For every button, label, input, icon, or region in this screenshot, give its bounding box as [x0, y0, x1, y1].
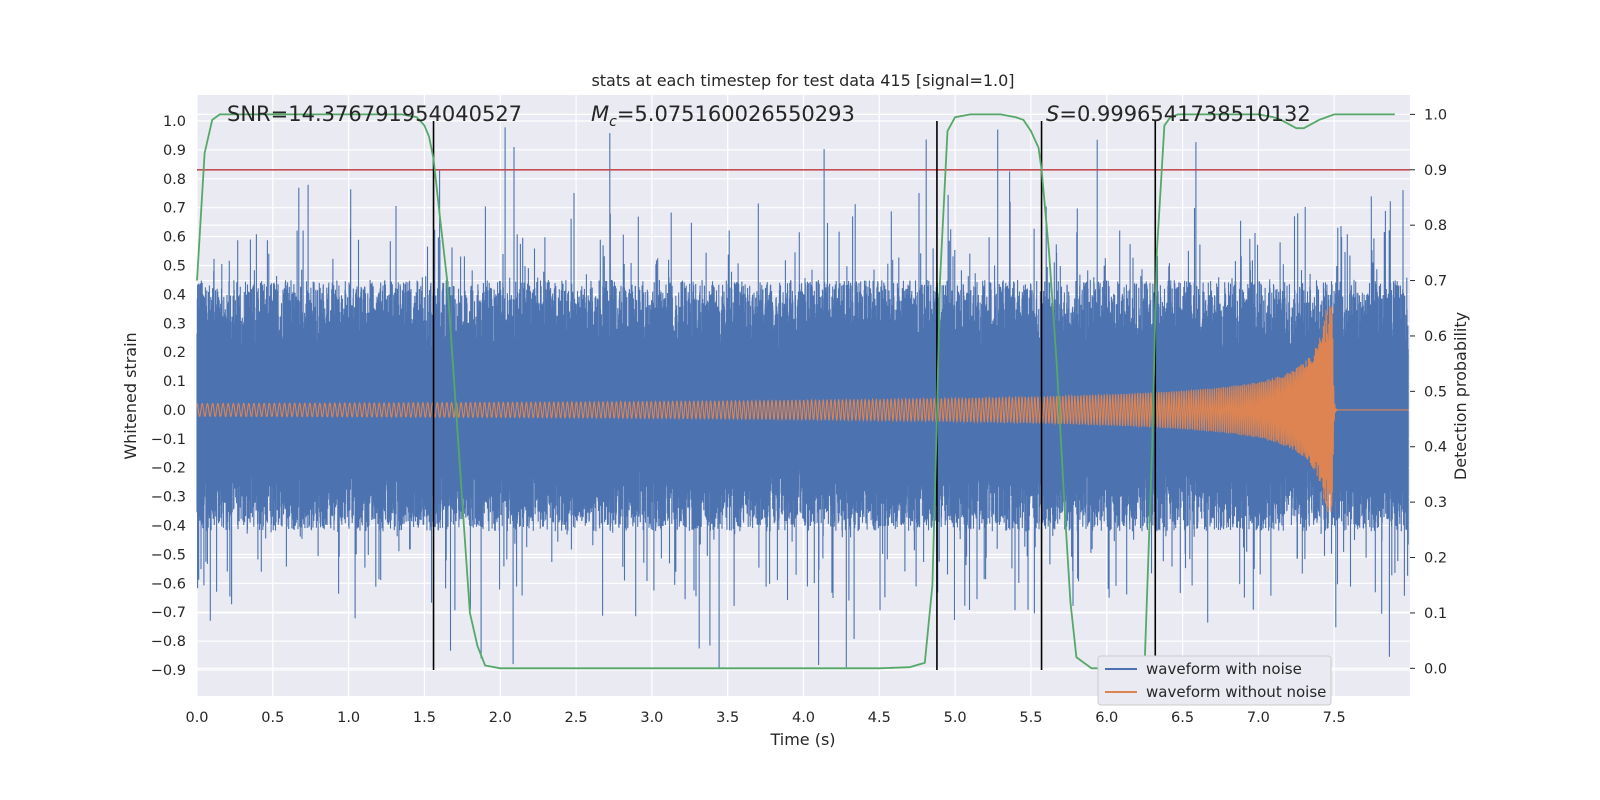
y-left-tick-label: −0.6: [151, 576, 186, 592]
y-left-tick-label: −0.2: [151, 461, 186, 477]
y-left-tick-label: 1.0: [163, 114, 186, 130]
legend: waveform with noise waveform without noi…: [1097, 655, 1332, 706]
legend-label-noise: waveform with noise: [1146, 660, 1302, 678]
y-left-tick-label: −0.4: [151, 519, 186, 535]
chirp-mass-symbol: M: [591, 102, 609, 126]
axis-ticks: 0.0 0.5 1.0 1.5 2.0 2.5 3.0 3.5 4.0 4.5 5.0 5.5 6.0 6…: [151, 107, 1447, 726]
y-left-tick-label: 0.3: [163, 316, 186, 332]
y-left-tick-label: −0.3: [151, 490, 186, 506]
detection-probability-series: [196, 113, 1395, 670]
legend-label-clean: waveform without noise: [1146, 683, 1326, 701]
x-tick-label: 1.5: [413, 710, 436, 726]
x-tick-label: 2.5: [565, 710, 588, 726]
x-tick-label: 7.0: [1247, 710, 1270, 726]
y-left-tick-label: −0.8: [151, 634, 186, 650]
chart-title: stats at each timestep for test data 415…: [591, 71, 1014, 90]
y-right-tick-label: 0.1: [1424, 606, 1447, 622]
y-right-tick-label: 0.2: [1424, 551, 1447, 567]
detection-probability-line: [196, 113, 1395, 670]
snr-annotation: SNR=14.376791954040527: [227, 102, 522, 126]
chirp-mass-value: =5.075160026550293: [617, 102, 855, 126]
x-tick-label: 3.0: [640, 710, 663, 726]
x-tick-label: 2.0: [489, 710, 512, 726]
y-left-tick-label: 0.1: [163, 374, 186, 390]
x-tick-label: 3.5: [716, 710, 739, 726]
clean-waveform-series: [196, 305, 1409, 513]
x-tick-label: 5.0: [944, 710, 967, 726]
y-right-tick-label: 1.0: [1424, 107, 1447, 123]
score-value: =0.9996541738510132: [1059, 102, 1310, 126]
x-tick-label: 6.0: [1095, 710, 1118, 726]
clean-waveform-line: [196, 305, 1409, 513]
y-right-tick-label: 0.6: [1424, 329, 1447, 345]
x-tick-label: 4.0: [792, 710, 815, 726]
y-right-tick-label: 0.0: [1424, 661, 1447, 677]
y-left-tick-label: 0.2: [163, 345, 186, 361]
y-left-tick-label: 0.9: [163, 143, 186, 159]
chirp-mass-annotation: Mc=5.075160026550293: [591, 102, 855, 130]
y-left-tick-label: 0.6: [163, 230, 186, 246]
x-tick-label: 5.5: [1019, 710, 1042, 726]
y-right-tick-label: 0.8: [1424, 218, 1447, 234]
score-annotation: S=0.9996541738510132: [1046, 102, 1311, 126]
y-left-tick-label: 0.5: [163, 258, 186, 274]
x-tick-label: 1.0: [337, 710, 360, 726]
y-right-tick-label: 0.4: [1424, 440, 1447, 456]
y-right-tick-label: 0.7: [1424, 274, 1447, 290]
y-right-tick-label: 0.3: [1424, 495, 1447, 511]
x-tick-label: 7.5: [1323, 710, 1346, 726]
x-axis-label: Time (s): [769, 730, 835, 749]
y-axis-label-right: Detection probability: [1451, 312, 1470, 480]
chirp-mass-subscript: c: [609, 114, 617, 130]
y-axis-label-left: Whitened strain: [121, 332, 140, 459]
score-symbol: S: [1046, 102, 1059, 126]
y-left-tick-label: −0.1: [151, 432, 186, 448]
x-tick-label: 0.5: [261, 710, 284, 726]
y-left-tick-label: −0.5: [151, 547, 186, 563]
legend-box: [1097, 655, 1332, 706]
y-right-tick-label: 0.9: [1424, 163, 1447, 179]
y-left-tick-label: 0.4: [163, 287, 186, 303]
y-left-tick-label: 0.7: [163, 201, 186, 217]
y-left-tick-label: −0.7: [151, 605, 186, 621]
x-tick-label: 0.0: [185, 710, 208, 726]
x-tick-label: 6.5: [1171, 710, 1194, 726]
y-left-tick-label: 0.0: [163, 403, 186, 419]
y-right-tick-label: 0.5: [1424, 384, 1447, 400]
x-tick-label: 4.5: [868, 710, 891, 726]
y-left-tick-label: −0.9: [151, 663, 186, 679]
y-left-tick-label: 0.8: [163, 172, 186, 188]
